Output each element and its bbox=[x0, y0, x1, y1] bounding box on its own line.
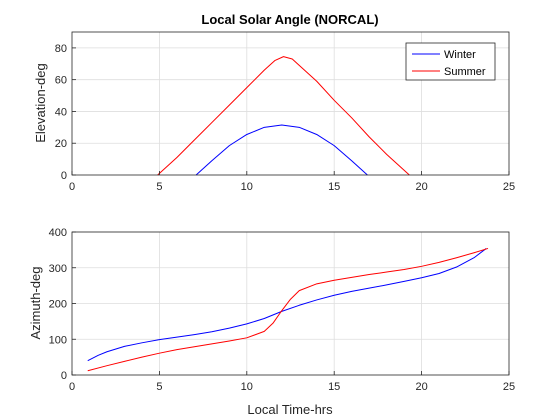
azimuth-ytick-label: 400 bbox=[49, 227, 67, 239]
elevation-axes: 0 5 10 15 20 25 0 20 40 60 80 Local Solar Angle (N… bbox=[33, 12, 515, 193]
azimuth-xtick-label: 15 bbox=[328, 381, 340, 393]
elevation-ytick-label: 0 bbox=[61, 170, 67, 182]
azimuth-ytick-label: 100 bbox=[49, 334, 67, 346]
elevation-xtick-label: 25 bbox=[503, 181, 515, 193]
azimuth-ticks: 0 5 10 15 20 25 0 100 200 300 400 bbox=[49, 227, 515, 393]
legend-label-summer: Summer bbox=[444, 66, 486, 78]
azimuth-axes: 0 5 10 15 20 25 0 100 200 300 400 Local Time-hrs A… bbox=[28, 227, 515, 417]
legend-label-winter: Winter bbox=[444, 49, 476, 61]
elevation-axes-box bbox=[71, 31, 510, 176]
azimuth-ytick-label: 300 bbox=[49, 263, 67, 275]
elevation-ytick-label: 40 bbox=[55, 106, 67, 118]
elevation-xtick-label: 10 bbox=[241, 181, 253, 193]
elevation-xtick-label: 0 bbox=[69, 181, 75, 193]
azimuth-lines bbox=[87, 247, 489, 372]
azimuth-xtick-label: 25 bbox=[503, 381, 515, 393]
chart-title: Local Solar Angle (NORCAL) bbox=[201, 12, 378, 27]
azimuth-ylabel: Azimuth-deg bbox=[28, 267, 43, 340]
azimuth-xlabel: Local Time-hrs bbox=[247, 402, 333, 417]
elevation-xtick-label: 20 bbox=[415, 181, 427, 193]
legend-box bbox=[405, 42, 496, 81]
azimuth-series-summer bbox=[87, 247, 489, 372]
elevation-series-summer bbox=[157, 56, 410, 176]
azimuth-xtick-label: 5 bbox=[156, 381, 162, 393]
elevation-ylabel: Elevation-deg bbox=[33, 63, 48, 143]
legend: Winter Summer bbox=[405, 42, 496, 81]
elevation-ticks: 0 5 10 15 20 25 0 20 40 60 80 bbox=[55, 43, 515, 193]
azimuth-xtick-label: 10 bbox=[241, 381, 253, 393]
elevation-series-winter bbox=[195, 124, 368, 176]
elevation-xtick-label: 5 bbox=[156, 181, 162, 193]
azimuth-xtick-label: 20 bbox=[415, 381, 427, 393]
elevation-ytick-label: 60 bbox=[55, 75, 67, 87]
elevation-ytick-label: 20 bbox=[55, 138, 67, 150]
azimuth-ytick-label: 200 bbox=[49, 299, 67, 311]
azimuth-xtick-label: 0 bbox=[69, 381, 75, 393]
azimuth-ytick-label: 0 bbox=[61, 370, 67, 382]
elevation-xtick-label: 15 bbox=[328, 181, 340, 193]
elevation-ytick-label: 80 bbox=[55, 43, 67, 55]
elevation-lines bbox=[157, 56, 410, 176]
